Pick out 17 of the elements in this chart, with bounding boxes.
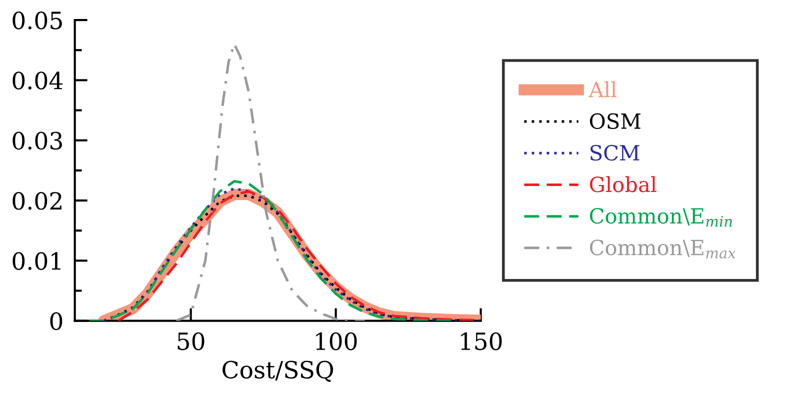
x-tick-label: 50 [178, 332, 204, 350]
y-tick-label: 0.03 [12, 132, 62, 150]
y-tick-label: 0.04 [12, 72, 63, 90]
x-tick-label: 100 [316, 332, 357, 350]
legend-label: All [588, 81, 617, 98]
x-axis-title: Cost/SSQ [222, 360, 334, 382]
y-tick-label: 0.01 [12, 252, 60, 270]
legend-label: Common\E$_{min}$ [590, 208, 732, 227]
y-tick-label: 0 [50, 312, 62, 330]
x-tick-label: 150 [461, 332, 502, 350]
legend-label: Global [590, 176, 656, 192]
line-series [175, 42, 366, 321]
legend-label: Common\E$_{max}$ [590, 240, 736, 259]
legend-label: OSM [590, 113, 640, 130]
y-tick-label: 0.02 [12, 192, 62, 210]
legend-label: SCM [590, 144, 640, 161]
y-tick-label: 0.05 [12, 11, 62, 30]
